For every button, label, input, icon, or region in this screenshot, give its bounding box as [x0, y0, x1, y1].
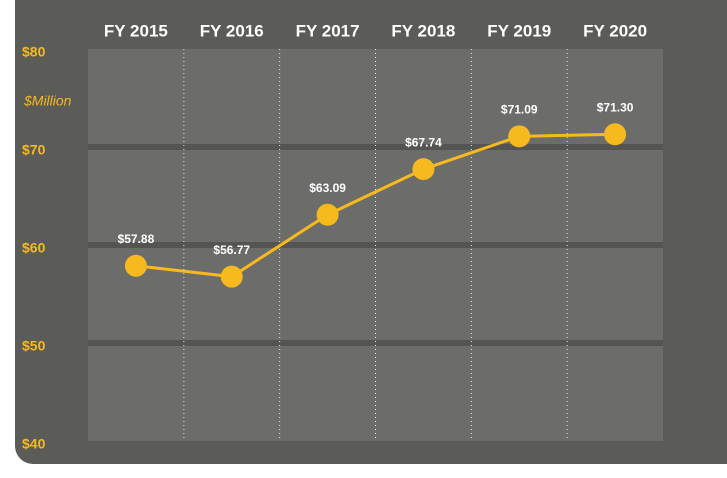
- data-label: $71.30: [597, 100, 634, 114]
- marker: [508, 125, 531, 148]
- x-tick-label: FY 2015: [104, 21, 168, 40]
- x-tick-label: FY 2020: [583, 21, 647, 40]
- marker: [220, 265, 243, 288]
- x-tick-label: FY 2018: [391, 21, 455, 40]
- line: [135, 132, 616, 279]
- y-tick-label: $80: [22, 44, 46, 60]
- y-tick-label: $60: [22, 240, 46, 256]
- x-tick-label: FY 2017: [296, 21, 360, 40]
- data-label: $56.77: [213, 243, 250, 257]
- marker: [412, 158, 435, 181]
- marker: [604, 123, 627, 146]
- data-label: $71.09: [501, 102, 538, 116]
- x-tick-label: FY 2016: [200, 21, 264, 40]
- marker: [316, 203, 339, 226]
- y-tick-label: $40: [22, 436, 46, 452]
- y-tick-label: $50: [22, 338, 46, 354]
- data-label: $63.09: [309, 181, 346, 195]
- y-tick-label: $70: [22, 142, 46, 158]
- data-label: $67.74: [405, 135, 442, 149]
- y-axis-label: $Million: [23, 93, 72, 109]
- x-tick-label: FY 2019: [487, 21, 551, 40]
- data-label: $57.88: [118, 232, 155, 246]
- marker: [124, 254, 147, 277]
